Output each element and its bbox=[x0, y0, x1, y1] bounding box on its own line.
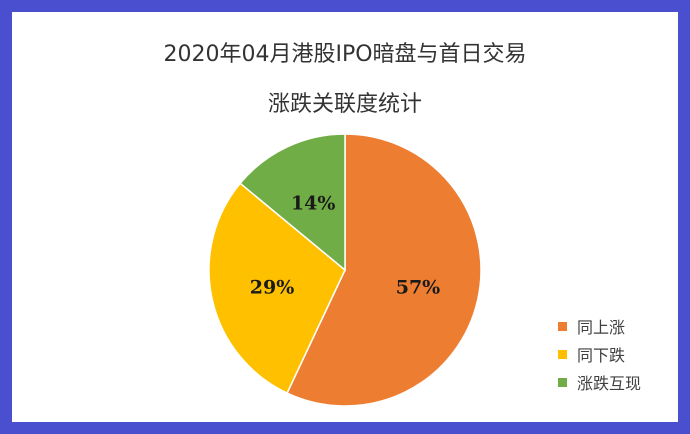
legend-label-same-up: 同上涨 bbox=[577, 318, 626, 337]
data-label-same-up: 57% bbox=[396, 276, 441, 298]
chart-card: 2020年04月港股IPO暗盘与首日交易 涨跌关联度统计 57% 29% 14% 同… bbox=[12, 12, 678, 422]
legend-item-same-down: 同下跌 bbox=[558, 340, 641, 368]
chart-title-line1: 2020年04月港股IPO暗盘与首日交易 bbox=[163, 42, 527, 67]
chart-legend: 同上涨 同下跌 涨跌互现 bbox=[558, 312, 641, 396]
pie-slice-mixed bbox=[239, 133, 346, 272]
chart-title-line2: 涨跌关联度统计 bbox=[267, 92, 422, 117]
legend-swatch-same-up bbox=[558, 321, 567, 331]
legend-item-same-up: 同上涨 bbox=[558, 312, 641, 340]
data-label-mixed: 14% bbox=[291, 192, 336, 214]
legend-item-mixed: 涨跌互现 bbox=[558, 368, 641, 396]
legend-swatch-mixed bbox=[558, 377, 567, 387]
legend-swatch-same-down bbox=[558, 349, 567, 359]
pie-slice-same-up bbox=[286, 133, 482, 407]
pie-slice-same-down bbox=[208, 182, 346, 395]
data-label-same-down: 29% bbox=[250, 276, 295, 298]
legend-label-same-down: 同下跌 bbox=[577, 346, 626, 365]
legend-label-mixed: 涨跌互现 bbox=[577, 374, 642, 393]
pie-chart: 57% 29% 14% bbox=[208, 133, 482, 407]
